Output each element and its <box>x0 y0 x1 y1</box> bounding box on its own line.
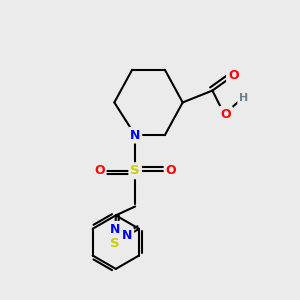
Text: S: S <box>130 164 140 177</box>
Text: O: O <box>220 108 231 121</box>
Text: O: O <box>166 164 176 177</box>
Text: H: H <box>239 93 248 103</box>
Text: N: N <box>130 129 140 142</box>
Text: O: O <box>94 164 105 177</box>
Text: N: N <box>122 230 132 242</box>
Text: S: S <box>110 237 120 250</box>
Text: O: O <box>228 69 238 82</box>
Text: N: N <box>110 223 121 236</box>
